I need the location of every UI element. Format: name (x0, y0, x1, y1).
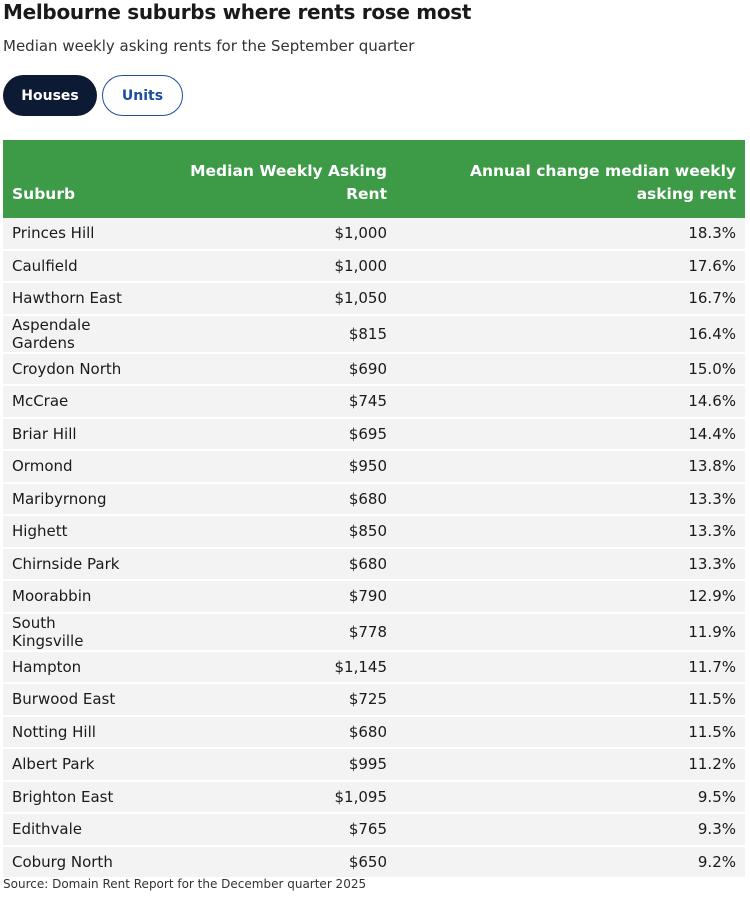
table-cell: 16.7% (396, 282, 745, 316)
table-cell: 15.0% (396, 352, 745, 386)
table-cell: Aspendale Gardens (3, 314, 138, 354)
table-cell: 14.6% (396, 385, 745, 419)
table-cell: $950 (138, 450, 396, 484)
table-row: Coburg North $650 9.2% (3, 845, 745, 879)
table-cell: 16.4% (396, 314, 745, 354)
table-cell: 12.9% (396, 580, 745, 614)
column-header: Median Weekly Asking Rent (138, 140, 396, 218)
table-cell: $765 (138, 813, 396, 847)
table-cell: Princes Hill (3, 218, 138, 251)
table-row: Aspendale Gardens $815 16.4% (3, 314, 745, 354)
table-cell: $1,145 (138, 650, 396, 684)
table-cell: 13.3% (396, 482, 745, 516)
table-cell: Chirnside Park (3, 547, 138, 581)
table-cell: Ormond (3, 450, 138, 484)
table-cell: 11.5% (396, 715, 745, 749)
table-cell: $778 (138, 612, 396, 652)
table-row: Edithvale $765 9.3% (3, 813, 745, 847)
table-row: McCrae $745 14.6% (3, 385, 745, 419)
table-cell: McCrae (3, 385, 138, 419)
table-cell: $690 (138, 352, 396, 386)
table-cell: $1,050 (138, 282, 396, 316)
tabs: Houses Units (3, 75, 183, 116)
tab-houses[interactable]: Houses (3, 75, 97, 116)
table-cell: Albert Park (3, 748, 138, 782)
column-header: Suburb (3, 140, 138, 218)
table-cell: $815 (138, 314, 396, 354)
table-cell: Hawthorn East (3, 282, 138, 316)
table-cell: Maribyrnong (3, 482, 138, 516)
table-cell: 18.3% (396, 218, 745, 251)
table-row: Hawthorn East $1,050 16.7% (3, 282, 745, 316)
table-cell: Brighton East (3, 780, 138, 814)
table-row: Princes Hill $1,000 18.3% (3, 218, 745, 251)
table-cell: $1,095 (138, 780, 396, 814)
title: Melbourne suburbs where rents rose most (3, 0, 472, 24)
table-cell: 13.3% (396, 547, 745, 581)
table-row: Hampton $1,145 11.7% (3, 650, 745, 684)
table-row: Croydon North $690 15.0% (3, 352, 745, 386)
table-cell: Coburg North (3, 845, 138, 879)
table-cell: 9.5% (396, 780, 745, 814)
table-head: Suburb Median Weekly Asking Rent Annual ch… (3, 140, 745, 218)
table-cell: Hampton (3, 650, 138, 684)
table-row: Maribyrnong $680 13.3% (3, 482, 745, 516)
table-row: Chirnside Park $680 13.3% (3, 547, 745, 581)
table-cell: Croydon North (3, 352, 138, 386)
table-row: Briar Hill $695 14.4% (3, 417, 745, 451)
table-cell: $650 (138, 845, 396, 879)
table-cell: $695 (138, 417, 396, 451)
table-row: South Kingsville $778 11.9% (3, 612, 745, 652)
table-cell: $680 (138, 547, 396, 581)
table-row: Notting Hill $680 11.5% (3, 715, 745, 749)
table-row: Albert Park $995 11.2% (3, 748, 745, 782)
rent-table: Suburb Median Weekly Asking Rent Annual ch… (3, 140, 745, 879)
table-cell: 17.6% (396, 249, 745, 283)
table-cell: Notting Hill (3, 715, 138, 749)
source: Source: Domain Rent Report for the Decem… (3, 877, 367, 891)
tab-units[interactable]: Units (102, 75, 183, 116)
table-cell: 14.4% (396, 417, 745, 451)
table-cell: 13.8% (396, 450, 745, 484)
table-cell: $790 (138, 580, 396, 614)
table-cell: 11.5% (396, 683, 745, 717)
table-cell: Caulfield (3, 249, 138, 283)
table-cell: South Kingsville (3, 612, 138, 652)
table-cell: 13.3% (396, 515, 745, 549)
table-cell: 11.7% (396, 650, 745, 684)
table-cell: $725 (138, 683, 396, 717)
subtitle: Median weekly asking rents for the Septe… (3, 37, 415, 55)
table-row: Highett $850 13.3% (3, 515, 745, 549)
table-cell: Moorabbin (3, 580, 138, 614)
table-cell: $680 (138, 482, 396, 516)
table-cell: 9.3% (396, 813, 745, 847)
table-cell: $850 (138, 515, 396, 549)
table-cell: Burwood East (3, 683, 138, 717)
header-row: Suburb Median Weekly Asking Rent Annual ch… (3, 140, 745, 218)
table-body: Princes Hill $1,000 18.3% Caulfield $1,000 17… (3, 218, 745, 879)
table-cell: $1,000 (138, 249, 396, 283)
table-row: Caulfield $1,000 17.6% (3, 249, 745, 283)
table-cell: 11.9% (396, 612, 745, 652)
table-cell: $745 (138, 385, 396, 419)
table-row: Moorabbin $790 12.9% (3, 580, 745, 614)
table-row: Brighton East $1,095 9.5% (3, 780, 745, 814)
table-cell: Edithvale (3, 813, 138, 847)
table-cell: $995 (138, 748, 396, 782)
table-cell: Highett (3, 515, 138, 549)
column-header: Annual change median weekly asking rent (396, 140, 745, 218)
table-cell: 11.2% (396, 748, 745, 782)
table-cell: Briar Hill (3, 417, 138, 451)
table-row: Burwood East $725 11.5% (3, 683, 745, 717)
table-cell: $1,000 (138, 218, 396, 251)
table-row: Ormond $950 13.8% (3, 450, 745, 484)
table-cell: $680 (138, 715, 396, 749)
table-cell: 9.2% (396, 845, 745, 879)
